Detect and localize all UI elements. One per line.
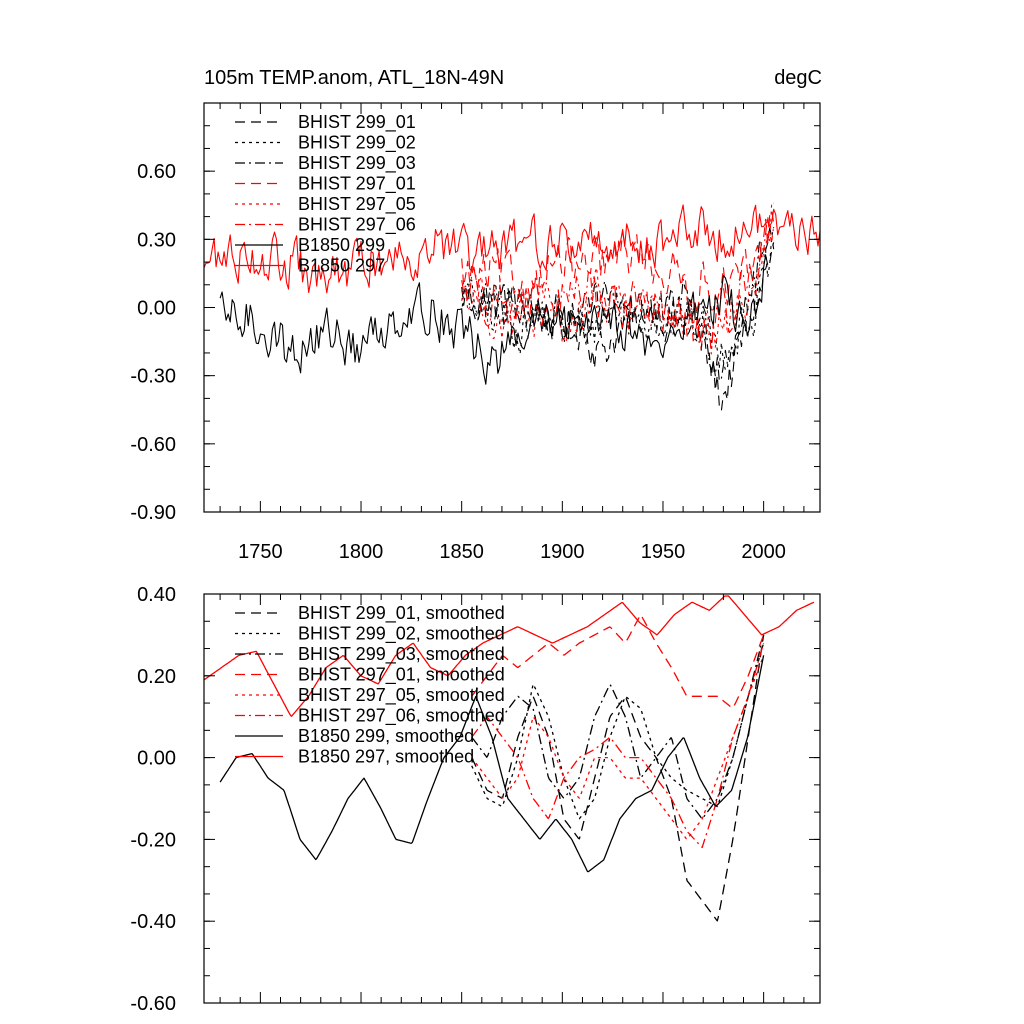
- top-x-tick-label: 1750: [238, 541, 283, 563]
- top-x-axis: 1750 1800 1850 1900 1950 2000: [219, 103, 805, 563]
- bottom-y-tick-label: 0.20: [137, 666, 176, 688]
- top-y-tick-label: 0.00: [137, 298, 176, 320]
- bottom-legend-label-bhist-299-01-smoothed: BHIST 299_01, smoothed: [298, 603, 505, 624]
- top-y-tick-label: 0.60: [137, 161, 176, 183]
- bottom-series-b1850-299-smoothed: [219, 655, 765, 873]
- top-x-tick-label: 1950: [641, 541, 686, 563]
- bottom-legend-label-bhist-297-05-smoothed: BHIST 297_05, smoothed: [298, 685, 505, 706]
- top-panel: 105m TEMP.anom, ATL_18N-49N degC BHIST 2…: [130, 67, 822, 563]
- bottom-series-lines: [203, 595, 815, 922]
- bottom-legend-label-b1850-297-smoothed: B1850 297, smoothed: [298, 747, 474, 767]
- top-title: 105m TEMP.anom, ATL_18N-49N: [204, 67, 504, 89]
- top-y-tick-label: 0.30: [137, 229, 176, 251]
- top-series-bhist-297-05: [461, 201, 774, 355]
- bottom-y-tick-label: -0.20: [130, 829, 176, 851]
- top-y-axis: -0.90 -0.60 -0.30 0.00 0.30 0.60: [130, 102, 820, 524]
- bottom-legend-label-bhist-299-03-smoothed: BHIST 299_03, smoothed: [298, 644, 505, 665]
- bottom-legend-label-bhist-297-06-smoothed: BHIST 297_06, smoothed: [298, 706, 505, 727]
- bottom-plot-frame: [203, 593, 821, 1004]
- top-series-bhist-299-02: [461, 227, 775, 371]
- top-y-tick-label: -0.90: [130, 502, 176, 524]
- bottom-series-bhist-299-01-smoothed: [471, 634, 765, 922]
- bottom-y-tick-label: 0.00: [137, 748, 176, 770]
- top-legend-label-bhist-297-06: BHIST 297_06: [298, 215, 416, 236]
- bottom-x-axis: [219, 594, 805, 1003]
- top-legend-label-bhist-297-01: BHIST 297_01: [298, 174, 416, 195]
- top-series-bhist-297-01: [461, 210, 775, 319]
- bottom-series-bhist-297-01-smoothed: [471, 613, 765, 709]
- top-series-lines: [203, 201, 821, 412]
- bottom-y-axis: -0.60 -0.40 -0.20 0.00 0.20 0.40: [130, 584, 820, 1015]
- bottom-y-tick-label: -0.40: [130, 911, 176, 933]
- top-series-b1850-297: [203, 204, 821, 294]
- top-x-tick-label: 1900: [540, 541, 585, 563]
- top-series-b1850-299: [219, 254, 769, 385]
- bottom-y-tick-label: -0.60: [130, 993, 176, 1015]
- bottom-series-bhist-297-06-smoothed: [471, 642, 765, 849]
- top-legend-label-b1850-297: B1850 297: [298, 256, 385, 276]
- bottom-legend-label-b1850-299-smoothed: B1850 299, smoothed: [298, 726, 474, 746]
- top-y-tick-label: -0.60: [130, 434, 176, 456]
- top-x-tick-label: 1800: [339, 541, 384, 563]
- bottom-series-bhist-297-05-smoothed: [471, 655, 765, 840]
- top-series-bhist-297-06: [461, 215, 775, 352]
- top-legend-label-bhist-299-03: BHIST 299_03: [298, 153, 416, 174]
- top-legend-label-b1850-299: B1850 299: [298, 235, 385, 255]
- top-legend-label-bhist-299-01: BHIST 299_01: [298, 112, 416, 133]
- top-series-bhist-299-01: [461, 242, 775, 412]
- top-units: degC: [774, 67, 822, 89]
- top-legend-label-bhist-297-05: BHIST 297_05: [298, 194, 416, 215]
- bottom-y-tick-label: 0.40: [137, 584, 176, 606]
- bottom-legend-label-bhist-299-02-smoothed: BHIST 299_02, smoothed: [298, 624, 505, 645]
- top-legend-label-bhist-299-02: BHIST 299_02: [298, 133, 416, 154]
- bottom-legend-label-bhist-297-01-smoothed: BHIST 297_01, smoothed: [298, 665, 505, 686]
- top-x-tick-label: 1850: [439, 541, 484, 563]
- top-y-tick-label: -0.30: [130, 366, 176, 388]
- top-x-tick-label: 2000: [741, 541, 786, 563]
- bottom-series-b1850-297-smoothed: [203, 595, 815, 717]
- bottom-series-bhist-299-03-smoothed: [471, 634, 765, 820]
